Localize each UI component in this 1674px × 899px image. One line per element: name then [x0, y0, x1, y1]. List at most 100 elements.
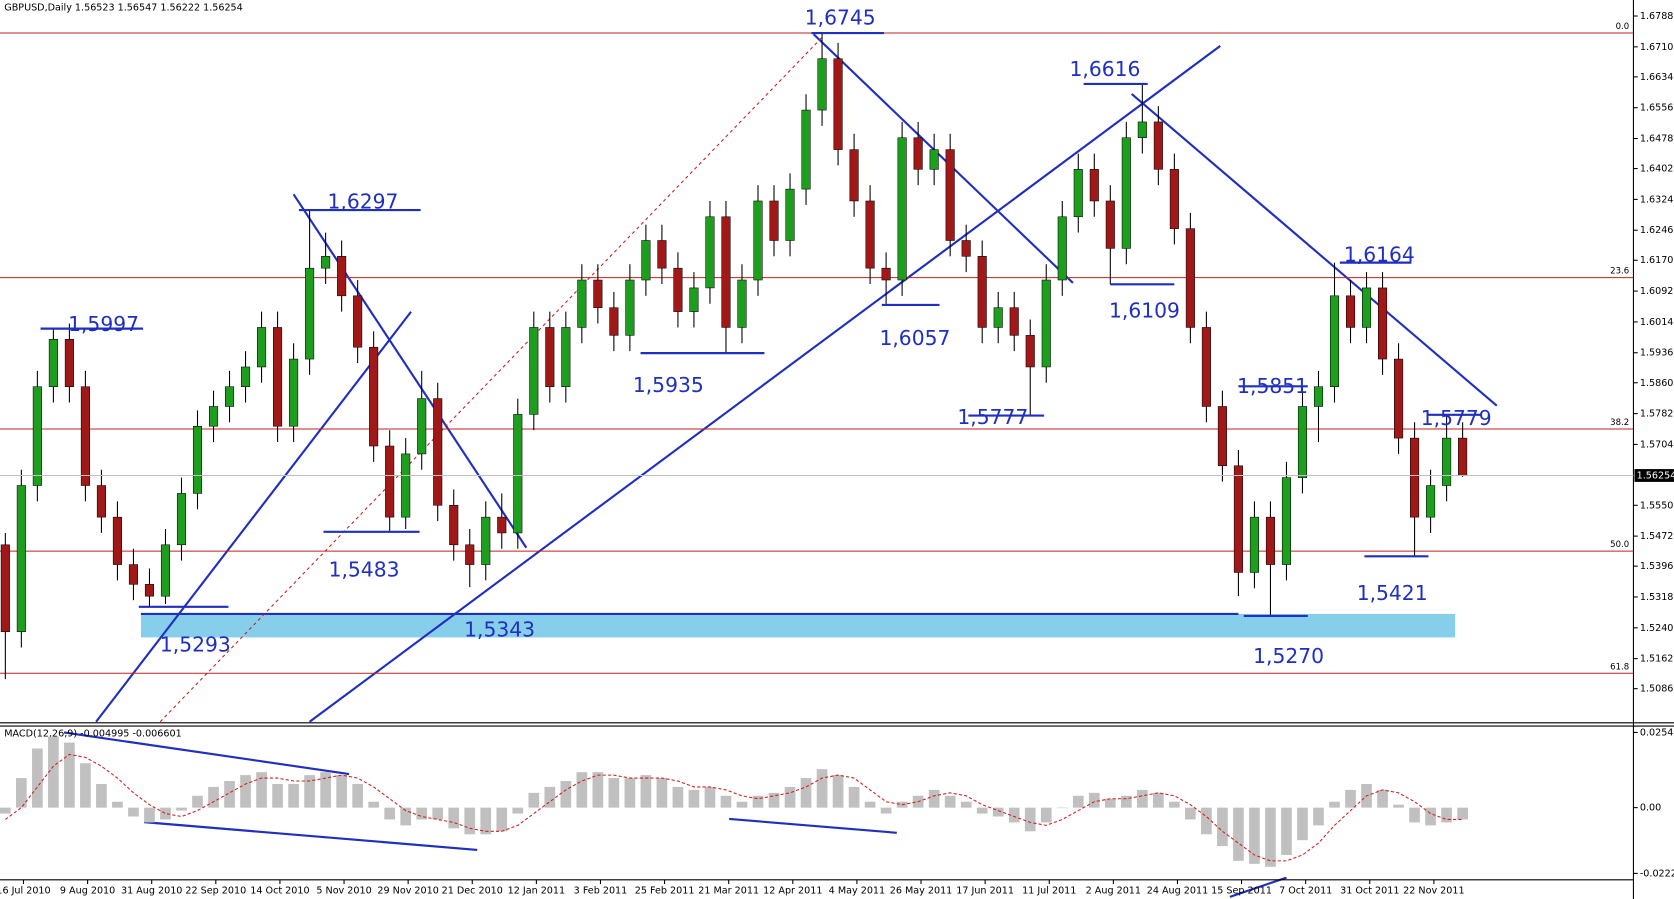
- fib-label: 23.6: [1610, 267, 1629, 277]
- candle-body: [817, 58, 827, 111]
- macd-bar: [448, 807, 460, 829]
- x-tick-label: 25 Feb 2011: [635, 885, 695, 896]
- candle-body: [1426, 485, 1436, 518]
- macd-bar: [432, 807, 444, 820]
- x-tick-label: 17 Jun 2011: [956, 885, 1014, 896]
- x-tick-label: 29 Nov 2010: [377, 885, 438, 896]
- macd-bar: [1056, 807, 1068, 809]
- macd-bar: [1441, 807, 1452, 823]
- x-tick-label: 2 Aug 2011: [1086, 885, 1141, 896]
- macd-bar: [832, 775, 844, 808]
- support-zone: [140, 613, 1456, 638]
- level-label: 1,5851: [1237, 374, 1308, 398]
- macd-bar: [1377, 789, 1388, 808]
- macd-bar: [1409, 807, 1420, 823]
- macd-bar: [96, 783, 107, 808]
- y-tick-label: 1.51620: [1640, 654, 1674, 665]
- level-label: 1,5270: [1253, 644, 1324, 668]
- macd-bar: [1217, 807, 1228, 847]
- macd-tick-label: -0.02223: [1640, 868, 1674, 879]
- macd-bar: [1345, 789, 1356, 808]
- macd-bar: [672, 786, 684, 808]
- candle-body: [961, 240, 971, 257]
- candle-body: [977, 256, 987, 328]
- macd-bar: [816, 769, 828, 808]
- x-tick-label: 22 Nov 2011: [1403, 885, 1464, 896]
- macd-bar: [176, 807, 187, 811]
- level-label: 1,5483: [329, 558, 400, 582]
- candle-body: [273, 327, 283, 427]
- macd-bar: [288, 783, 299, 808]
- macd-bar: [1104, 798, 1116, 808]
- trend-line: [95, 311, 412, 723]
- y-tick-label: 1.66340: [1640, 72, 1674, 83]
- macd-bar: [1233, 807, 1244, 861]
- y-tick-label: 1.53960: [1640, 561, 1674, 572]
- candle-body: [545, 327, 555, 387]
- candle-body: [321, 256, 331, 269]
- macd-bar: [1393, 804, 1404, 808]
- x-tick-label: 7 Oct 2011: [1279, 885, 1332, 896]
- candle-body: [721, 216, 731, 328]
- candle-body: [849, 149, 859, 202]
- candle-body: [208, 406, 219, 427]
- candle-body: [881, 267, 891, 281]
- candle-body: [625, 279, 635, 336]
- macd-bar: [240, 775, 251, 808]
- candle-body: [993, 307, 1003, 328]
- candle-body: [144, 584, 155, 597]
- level-label: 1,6109: [1109, 298, 1180, 322]
- candle-body: [1169, 169, 1179, 229]
- macd-bar: [0, 807, 11, 814]
- macd-bar: [112, 801, 123, 808]
- macd-bar: [1024, 807, 1036, 832]
- macd-bar: [256, 772, 267, 808]
- y-tick-label: 1.53180: [1640, 592, 1674, 603]
- y-tick-label: 1.61700: [1640, 255, 1674, 266]
- candle-body: [417, 398, 427, 455]
- candle-body: [497, 516, 507, 534]
- candle-body: [257, 327, 267, 368]
- x-tick-label: 15 Sep 2011: [1211, 885, 1272, 896]
- candle-body: [369, 346, 379, 447]
- candle-body: [673, 267, 683, 312]
- macd-bar: [528, 792, 540, 808]
- macd-bar: [304, 775, 315, 808]
- candle-body: [385, 445, 395, 518]
- macd-bar: [64, 742, 75, 808]
- macd-bar: [960, 801, 972, 808]
- y-tick-label: 1.54720: [1640, 531, 1674, 542]
- candle-body: [593, 279, 603, 308]
- x-tick-label: 31 Aug 2010: [121, 885, 182, 896]
- candle-body: [801, 109, 811, 190]
- macd-bar: [464, 807, 476, 835]
- level-label: 1,5293: [160, 632, 231, 656]
- candle-body: [128, 564, 138, 585]
- macd-bar: [864, 801, 876, 808]
- candle-body: [865, 200, 875, 269]
- candle-body: [1201, 327, 1211, 407]
- candle-body: [641, 240, 651, 281]
- macd-bar: [16, 778, 27, 808]
- candle-body: [96, 485, 106, 518]
- macd-bar: [848, 786, 860, 808]
- y-tick-label: 1.62460: [1640, 225, 1674, 236]
- y-tick-label: 1.67100: [1640, 42, 1674, 53]
- macd-bar: [1040, 807, 1052, 823]
- x-tick-label: 11 Jul 2011: [1022, 885, 1076, 896]
- macd-bar: [928, 789, 940, 808]
- candle-body: [1265, 516, 1275, 565]
- trend-lines: [63, 33, 1498, 898]
- macd-bar: [608, 778, 620, 808]
- candle-body: [945, 149, 955, 241]
- last-price-box: [1634, 469, 1674, 482]
- macd-label: MACD(12,26,9) -0.004995 -0.006601: [4, 729, 181, 740]
- candle-body: [481, 516, 491, 565]
- candle-body: [1137, 121, 1147, 139]
- macd-bar: [1457, 807, 1468, 820]
- x-tick-label: 12 Jan 2011: [508, 885, 566, 896]
- fib-label: 38.2: [1610, 418, 1629, 428]
- macd-bar: [48, 736, 59, 808]
- macd-bar: [416, 807, 428, 820]
